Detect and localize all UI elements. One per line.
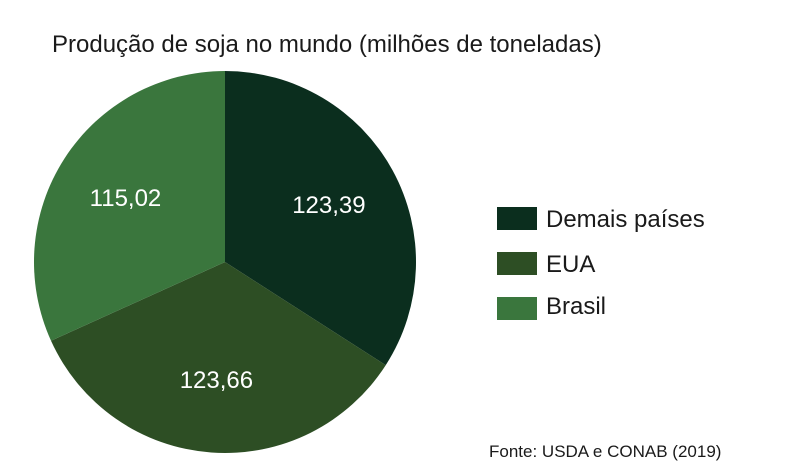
pie-slice-demais-paises xyxy=(225,71,416,366)
pie-slice-label-eua: 123,66 xyxy=(180,367,253,394)
pie-slice-eua xyxy=(51,262,386,453)
chart-legend: Demais países EUA Brasil xyxy=(497,206,705,320)
chart-title: Produção de soja no mundo (milhões de to… xyxy=(52,31,602,58)
legend-label-brasil: Brasil xyxy=(546,293,606,320)
legend-label-eua: EUA xyxy=(546,251,595,278)
pie-slices xyxy=(34,71,416,453)
legend-swatch-eua xyxy=(497,252,537,275)
pie-slice-brasil xyxy=(34,71,225,341)
source-note: Fonte: USDA e CONAB (2019) xyxy=(489,442,721,461)
legend-swatch-brasil xyxy=(497,297,537,320)
pie-slice-labels: 123,39 123,66 115,02 xyxy=(90,185,366,394)
pie-slice-label-demais-paises: 123,39 xyxy=(292,192,365,219)
legend-swatch-demais-paises xyxy=(497,207,537,230)
pie-slice-label-brasil: 115,02 xyxy=(90,185,162,212)
legend-label-demais-paises: Demais países xyxy=(546,206,705,233)
